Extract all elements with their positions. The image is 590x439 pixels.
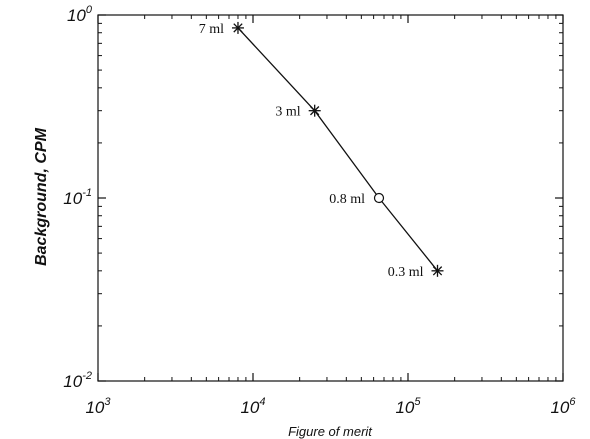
y-tick-label: 100 bbox=[67, 4, 93, 25]
y-tick-label: 10-2 bbox=[63, 370, 92, 391]
data-point-marker bbox=[373, 192, 385, 204]
x-axis-title: Figure of merit bbox=[288, 424, 373, 439]
data-point-label: 7 ml bbox=[199, 22, 224, 37]
y-axis-ticks: 10-2 10-1 100 bbox=[63, 4, 563, 391]
series-line bbox=[237, 27, 439, 272]
x-tick-label: 106 bbox=[550, 396, 576, 417]
x-tick-label: 103 bbox=[85, 396, 111, 417]
x-tick-label: 105 bbox=[395, 396, 421, 417]
y-tick-label: 10-1 bbox=[63, 187, 92, 208]
y-axis-title: Background, CPM bbox=[33, 127, 50, 265]
data-point-marker bbox=[308, 104, 321, 117]
data-point-label: 0.8 ml bbox=[329, 192, 365, 207]
data-point-label: 0.3 ml bbox=[388, 265, 424, 280]
x-axis-ticks: 103 104 105 106 bbox=[85, 15, 576, 417]
data-point-marker bbox=[231, 21, 244, 34]
data-point-label: 3 ml bbox=[275, 105, 300, 120]
x-tick-label: 104 bbox=[240, 396, 265, 417]
data-point-marker bbox=[431, 264, 444, 277]
series-layer: 7 ml 3 ml 0.8 ml 0.3 ml bbox=[199, 21, 444, 280]
